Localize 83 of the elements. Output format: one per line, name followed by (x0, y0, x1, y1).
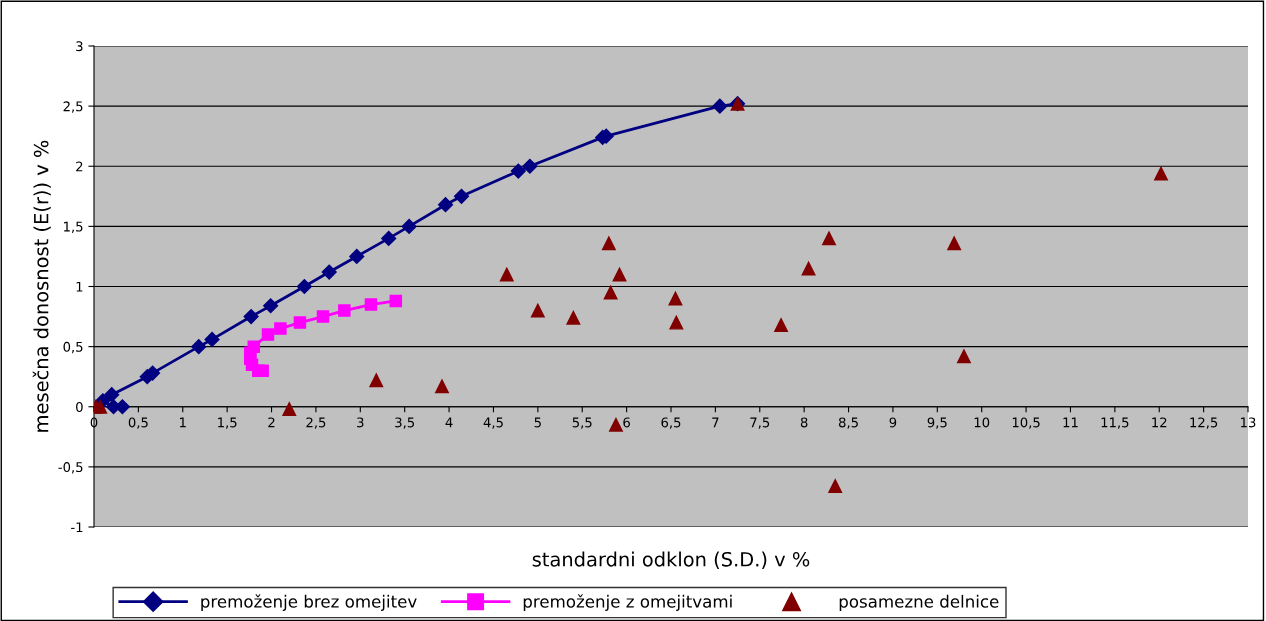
point (1154, 166, 1168, 181)
point (609, 417, 623, 432)
point (316, 310, 330, 323)
point (437, 197, 454, 213)
point (956, 349, 971, 364)
x-tick-label: 1 (180, 417, 186, 428)
point (381, 230, 397, 246)
legend-label: posamezne delnice (839, 594, 999, 611)
x-tick-label: 3 (357, 417, 364, 428)
x-tick-label: 0,5 (128, 417, 148, 429)
point (822, 231, 836, 246)
x-tick-label: 1,5 (218, 417, 237, 429)
x-tick-label: 4,5 (483, 417, 503, 429)
point (321, 264, 337, 280)
x-tick-label: 13 (1241, 417, 1256, 428)
point (510, 163, 526, 179)
point (243, 308, 259, 325)
point (274, 322, 287, 335)
point (293, 316, 307, 329)
x-tick-label: 5 (534, 417, 541, 428)
point (349, 248, 365, 265)
legend-label: premoženje brez omejitev (201, 594, 417, 611)
x-tick-label: 11,5 (1101, 417, 1129, 429)
point (435, 379, 449, 394)
x-tick-label: 7 (712, 417, 719, 428)
y-tick-label: 0,5 (63, 341, 83, 354)
y-tick-label: -0,5 (58, 462, 83, 474)
point (601, 236, 616, 251)
x-tick-label: 7,5 (750, 417, 770, 429)
point (566, 310, 581, 325)
x-tick-label: 12,5 (1190, 417, 1218, 429)
y-tick-label: 2,5 (63, 101, 83, 113)
point (261, 328, 275, 341)
point (94, 399, 108, 414)
point (263, 298, 279, 314)
x-tick-label: 9 (889, 417, 897, 428)
point (712, 98, 728, 114)
x-tick-label: 6 (623, 417, 630, 428)
point (282, 402, 297, 417)
y-tick-label: -1 (71, 522, 83, 533)
x-tick-label: 10,5 (1012, 417, 1040, 429)
point (774, 318, 789, 332)
point (369, 373, 384, 388)
point (669, 315, 684, 330)
point (801, 261, 816, 276)
point (828, 479, 843, 494)
x-tick-label: 6,5 (661, 417, 681, 429)
x-tick-label: 2,5 (306, 417, 326, 429)
point (389, 294, 403, 308)
point (947, 236, 962, 251)
point (104, 387, 120, 403)
legend-label: premoženje z omejitvami (523, 594, 732, 611)
x-axis-title: standardni odklon (S.D.) v % (532, 551, 810, 569)
y-axis-title: mesečna donosnost (E(r)) v % (32, 140, 51, 432)
point (247, 340, 261, 353)
y-tick-label: 0 (76, 401, 83, 412)
point (453, 188, 470, 204)
point (499, 267, 514, 282)
x-tick-label: 3,5 (395, 417, 415, 429)
x-tick-label: 11 (1063, 417, 1078, 428)
point (522, 158, 538, 174)
x-tick-label: 10 (974, 417, 990, 428)
x-tick-label: 5,5 (572, 417, 592, 429)
y-tick-label: 1 (76, 281, 83, 292)
point (612, 267, 627, 282)
y-tick-label: 2 (76, 161, 83, 172)
point (364, 298, 378, 311)
point (204, 331, 220, 347)
x-tick-label: 8 (800, 417, 808, 428)
point (338, 304, 351, 317)
point (530, 303, 545, 318)
point (296, 278, 312, 295)
y-tick-label: 3 (76, 41, 83, 52)
y-tick-label: 1,5 (64, 221, 83, 233)
point (401, 218, 417, 234)
x-tick-label: 12 (1152, 417, 1167, 428)
x-tick-label: 2 (268, 417, 275, 428)
x-tick-label: 9,5 (927, 417, 947, 429)
point (191, 339, 207, 355)
x-tick-label: 4 (445, 417, 453, 428)
x-tick-label: 8,5 (838, 417, 858, 429)
point (603, 285, 618, 300)
point (668, 291, 683, 306)
